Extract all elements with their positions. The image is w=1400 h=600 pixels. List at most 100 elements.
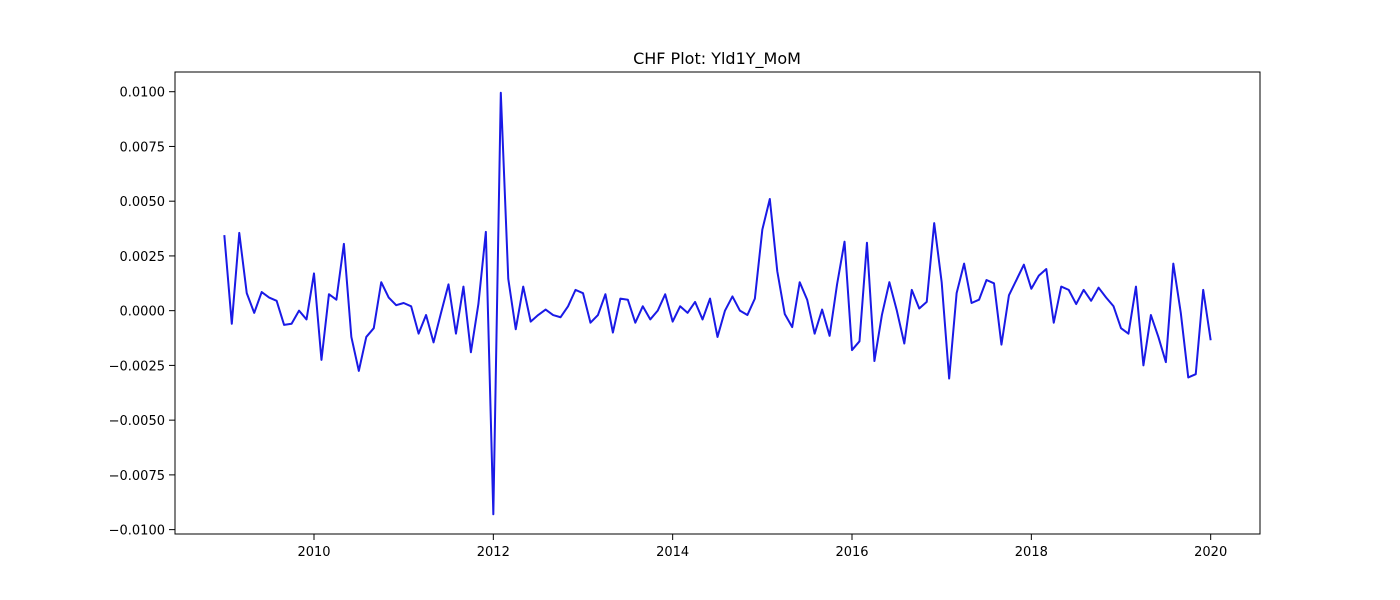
data-point xyxy=(918,307,920,309)
data-point xyxy=(709,298,711,300)
data-point xyxy=(739,310,741,312)
data-point xyxy=(881,314,883,316)
data-point xyxy=(672,321,674,323)
data-point xyxy=(522,286,524,288)
data-point xyxy=(1000,344,1002,346)
data-point xyxy=(873,360,875,362)
data-point xyxy=(799,281,801,283)
data-point xyxy=(986,279,988,281)
data-point xyxy=(1172,263,1174,265)
data-point xyxy=(462,286,464,288)
data-point xyxy=(477,303,479,305)
data-point xyxy=(425,314,427,316)
data-point xyxy=(649,318,651,320)
data-point xyxy=(971,302,973,304)
data-point xyxy=(597,314,599,316)
data-point xyxy=(836,283,838,285)
x-tick-label: 2012 xyxy=(477,545,510,560)
data-point xyxy=(403,302,405,304)
data-point xyxy=(604,293,606,295)
data-point xyxy=(1180,312,1182,314)
plot-area xyxy=(223,91,1212,516)
y-tick-label: 0.0050 xyxy=(120,195,166,210)
series-line-0 xyxy=(223,91,1212,516)
data-point xyxy=(358,370,360,372)
data-point xyxy=(933,222,935,224)
data-point xyxy=(896,310,898,312)
data-point xyxy=(694,301,696,303)
data-point xyxy=(1120,327,1122,329)
data-point xyxy=(612,332,614,334)
data-point xyxy=(582,292,584,294)
data-point xyxy=(1150,314,1152,316)
data-point xyxy=(1195,373,1197,375)
data-point xyxy=(1105,297,1107,299)
data-point xyxy=(634,322,636,324)
data-point xyxy=(261,291,263,293)
data-point xyxy=(575,289,577,291)
data-point xyxy=(1113,305,1115,307)
data-point xyxy=(1060,286,1062,288)
data-point xyxy=(776,270,778,272)
data-point xyxy=(560,316,562,318)
data-point xyxy=(291,323,293,325)
data-point xyxy=(1210,339,1212,341)
plot-frame xyxy=(174,71,1261,535)
data-point xyxy=(888,281,890,283)
data-point xyxy=(313,272,315,274)
data-point xyxy=(320,359,322,361)
data-point xyxy=(283,324,285,326)
data-point xyxy=(679,305,681,307)
data-point xyxy=(1068,289,1070,291)
data-point xyxy=(993,282,995,284)
data-point xyxy=(978,299,980,301)
data-point xyxy=(507,278,509,280)
data-point xyxy=(380,281,382,283)
y-tick-label: 0.0075 xyxy=(120,140,166,155)
data-point xyxy=(1008,294,1010,296)
data-point xyxy=(1127,333,1129,335)
data-point xyxy=(500,92,502,94)
data-point xyxy=(627,299,629,301)
data-point xyxy=(746,314,748,316)
x-tick-label: 2010 xyxy=(297,545,330,560)
data-point xyxy=(1038,275,1040,277)
data-point xyxy=(657,310,659,312)
data-point xyxy=(806,299,808,301)
data-point xyxy=(492,513,494,515)
y-tick-label: 0.0025 xyxy=(120,250,166,265)
data-point xyxy=(926,301,928,303)
data-point xyxy=(731,295,733,297)
data-point xyxy=(485,231,487,233)
data-point xyxy=(433,341,435,343)
x-axis: 2010 2012 2014 2016 2018 2020 xyxy=(297,534,1227,560)
data-point xyxy=(298,310,300,312)
data-point xyxy=(530,321,532,323)
data-point xyxy=(1098,287,1100,289)
x-tick-label: 2016 xyxy=(835,545,868,560)
data-point xyxy=(903,343,905,345)
data-point xyxy=(619,298,621,300)
data-point xyxy=(515,328,517,330)
data-point xyxy=(956,292,958,294)
data-point xyxy=(1045,268,1047,270)
data-point xyxy=(821,309,823,311)
data-point xyxy=(784,313,786,315)
data-point xyxy=(246,292,248,294)
data-point xyxy=(589,322,591,324)
data-point xyxy=(552,314,554,316)
data-point xyxy=(1165,361,1167,363)
data-point xyxy=(769,198,771,200)
data-point xyxy=(941,281,943,283)
data-point xyxy=(1187,376,1189,378)
data-point xyxy=(1015,279,1017,281)
data-point xyxy=(276,300,278,302)
data-point xyxy=(1030,288,1032,290)
y-tick-label: 0.0100 xyxy=(120,86,166,101)
data-point xyxy=(1157,336,1159,338)
data-point xyxy=(963,263,965,265)
data-point xyxy=(418,333,420,335)
data-point xyxy=(395,304,397,306)
